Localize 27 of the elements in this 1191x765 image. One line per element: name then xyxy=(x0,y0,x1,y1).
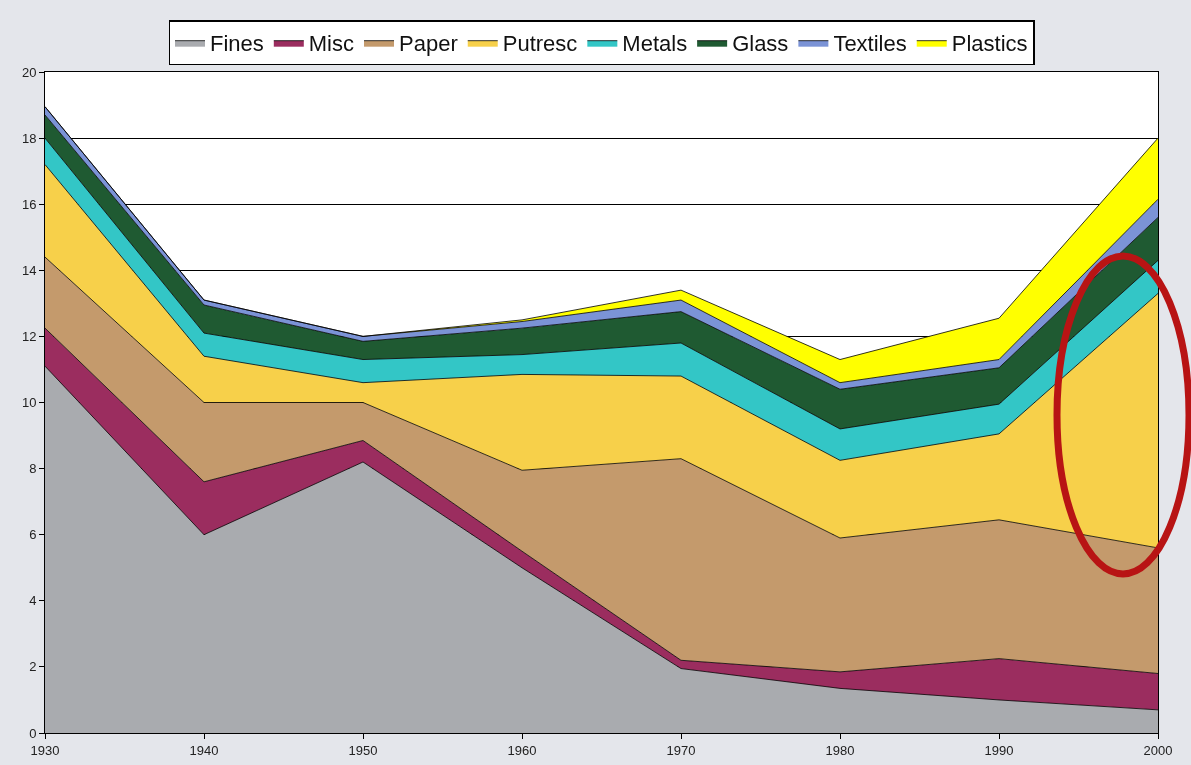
legend-label: Paper xyxy=(399,31,458,57)
y-tick-label: 10 xyxy=(21,395,37,411)
legend-label: Fines xyxy=(210,31,264,57)
legend-label: Plastics xyxy=(951,31,1028,57)
y-tick-label: 14 xyxy=(21,262,37,278)
legend-label: Textiles xyxy=(833,31,907,57)
x-tick-label: 2000 xyxy=(1143,742,1173,758)
legend-label: Misc xyxy=(308,31,355,57)
y-tick-label: 18 xyxy=(21,130,37,146)
legend-label: Putresc xyxy=(502,31,578,57)
y-tick-label: 0 xyxy=(29,725,37,741)
y-tick-label: 16 xyxy=(21,196,37,212)
x-tick-label: 1940 xyxy=(189,742,219,758)
x-tick-label: 1980 xyxy=(825,742,855,758)
x-tick-label: 1990 xyxy=(984,742,1014,758)
legend-label: Metals xyxy=(622,31,688,57)
x-tick-label: 1930 xyxy=(30,742,60,758)
y-tick-label: 12 xyxy=(21,328,37,344)
x-tick-label: 1960 xyxy=(507,742,537,758)
legend-label: Glass xyxy=(732,31,789,57)
y-tick-label: 2 xyxy=(29,659,37,675)
y-tick-label: 4 xyxy=(29,593,37,609)
x-tick-label: 1950 xyxy=(348,742,378,758)
y-tick-label: 8 xyxy=(29,461,37,477)
x-tick-label: 1970 xyxy=(666,742,696,758)
y-tick-label: 20 xyxy=(21,64,37,80)
y-tick-label: 6 xyxy=(29,527,37,543)
